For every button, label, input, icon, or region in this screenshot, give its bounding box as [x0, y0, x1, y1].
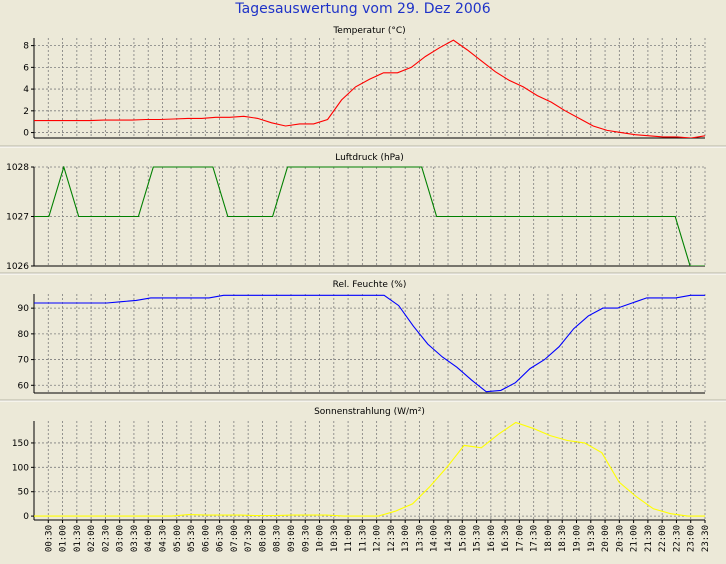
- time-tick-label: 18:30: [558, 525, 568, 552]
- temperature-ytick-label: 0: [23, 129, 29, 139]
- solar-radiation-title: Sonnenstrahlung (W/m²): [314, 407, 425, 417]
- time-tick-label: 19:30: [587, 525, 597, 552]
- temperature-ytick-label: 6: [23, 63, 29, 73]
- time-tick-label: 06:00: [201, 525, 211, 552]
- time-tick-label: 09:30: [301, 525, 311, 552]
- air-pressure-panel: Luftdruck (hPa) 1026 1027 1028: [0, 153, 726, 275]
- temperature-panel: Temperatur (°C) 0 2 4 6 8: [0, 26, 726, 148]
- time-tick-label: 13:00: [401, 525, 411, 552]
- time-tick-label: 18:00: [544, 525, 554, 552]
- solar-radiation-ytick-label: 150: [12, 439, 29, 449]
- time-tick-label: 04:30: [159, 525, 169, 552]
- time-tick-label: 01:00: [59, 525, 69, 552]
- time-tick-label: 21:00: [630, 525, 640, 552]
- humidity-ytick-label: 80: [18, 330, 30, 340]
- time-tick-label: 10:30: [330, 525, 340, 552]
- time-tick-label: 08:00: [258, 525, 268, 552]
- solar-radiation-ytick-label: 50: [18, 488, 30, 498]
- time-tick-label: 12:30: [387, 525, 397, 552]
- humidity-series-line: [34, 294, 705, 393]
- time-tick-label: 03:00: [116, 525, 126, 552]
- solar-radiation-plot-area: [34, 421, 705, 520]
- time-tick-label: 08:30: [273, 525, 283, 552]
- air-pressure-ytick-label: 1026: [6, 262, 29, 272]
- solar-radiation-ytick-label: 100: [12, 463, 29, 473]
- time-tick-label: 07:00: [230, 525, 240, 552]
- time-tick-label: 05:30: [187, 525, 197, 552]
- time-tick-label: 23:30: [701, 525, 711, 552]
- time-tick-label: 09:00: [287, 525, 297, 552]
- time-tick-label: 06:30: [216, 525, 226, 552]
- air-pressure-ytick-label: 1028: [6, 163, 29, 173]
- time-tick-label: 13:30: [416, 525, 426, 552]
- time-tick-label: 23:00: [687, 525, 697, 552]
- time-tick-label: 22:30: [672, 525, 682, 552]
- time-tick-label: 10:00: [316, 525, 326, 552]
- time-tick-label: 16:30: [501, 525, 511, 552]
- time-axis-labels: 00:30 01:00 01:30 02:00 02:30 03:00 03:30 04:00…: [44, 520, 711, 552]
- time-tick-label: 11:30: [358, 525, 368, 552]
- time-tick-label: 14:00: [430, 525, 440, 552]
- time-tick-label: 14:30: [444, 525, 454, 552]
- time-tick-label: 22:00: [658, 525, 668, 552]
- time-tick-label: 17:00: [515, 525, 525, 552]
- time-tick-label: 11:00: [344, 525, 354, 552]
- time-tick-label: 00:30: [44, 525, 54, 552]
- air-pressure-ytick-label: 1027: [6, 213, 29, 223]
- temperature-ytick-label: 8: [23, 42, 29, 52]
- temperature-ytick-label: 4: [23, 85, 29, 95]
- humidity-ytick-label: 70: [18, 356, 30, 366]
- temperature-series-line: [34, 39, 705, 138]
- solar-radiation-ytick-label: 0: [23, 512, 29, 522]
- temperature-title: Temperatur (°C): [332, 26, 405, 36]
- time-tick-label: 20:30: [615, 525, 625, 552]
- solar-radiation-panel: Sonnenstrahlung (W/m²) 0 50 100 150: [12, 407, 706, 522]
- time-tick-label: 02:30: [101, 525, 111, 552]
- time-tick-label: 07:30: [244, 525, 254, 552]
- time-tick-label: 12:00: [373, 525, 383, 552]
- humidity-plot-area: [34, 294, 705, 393]
- time-tick-label: 04:00: [144, 525, 154, 552]
- humidity-ytick-label: 90: [18, 304, 30, 314]
- time-tick-label: 21:30: [644, 525, 654, 552]
- humidity-panel: Rel. Feuchte (%) 60 70 80 90: [0, 280, 726, 402]
- air-pressure-series-line: [34, 166, 705, 266]
- air-pressure-title: Luftdruck (hPa): [335, 153, 404, 163]
- chart-main-title: Tagesauswertung vom 29. Dez 2006: [235, 1, 491, 17]
- time-tick-label: 01:30: [73, 525, 83, 552]
- time-tick-label: 15:30: [473, 525, 483, 552]
- solar-radiation-series-line: [34, 421, 705, 517]
- time-tick-label: 02:00: [87, 525, 97, 552]
- time-tick-label: 05:00: [173, 525, 183, 552]
- time-tick-label: 20:00: [601, 525, 611, 552]
- time-tick-label: 17:30: [530, 525, 540, 552]
- time-tick-label: 19:00: [573, 525, 583, 552]
- humidity-ytick-label: 60: [18, 381, 30, 391]
- time-tick-label: 15:00: [458, 525, 468, 552]
- time-tick-label: 03:30: [130, 525, 140, 552]
- temperature-ytick-label: 2: [23, 107, 29, 117]
- time-tick-label: 16:00: [487, 525, 497, 552]
- humidity-title: Rel. Feuchte (%): [333, 280, 407, 290]
- temperature-plot-area: [34, 38, 705, 138]
